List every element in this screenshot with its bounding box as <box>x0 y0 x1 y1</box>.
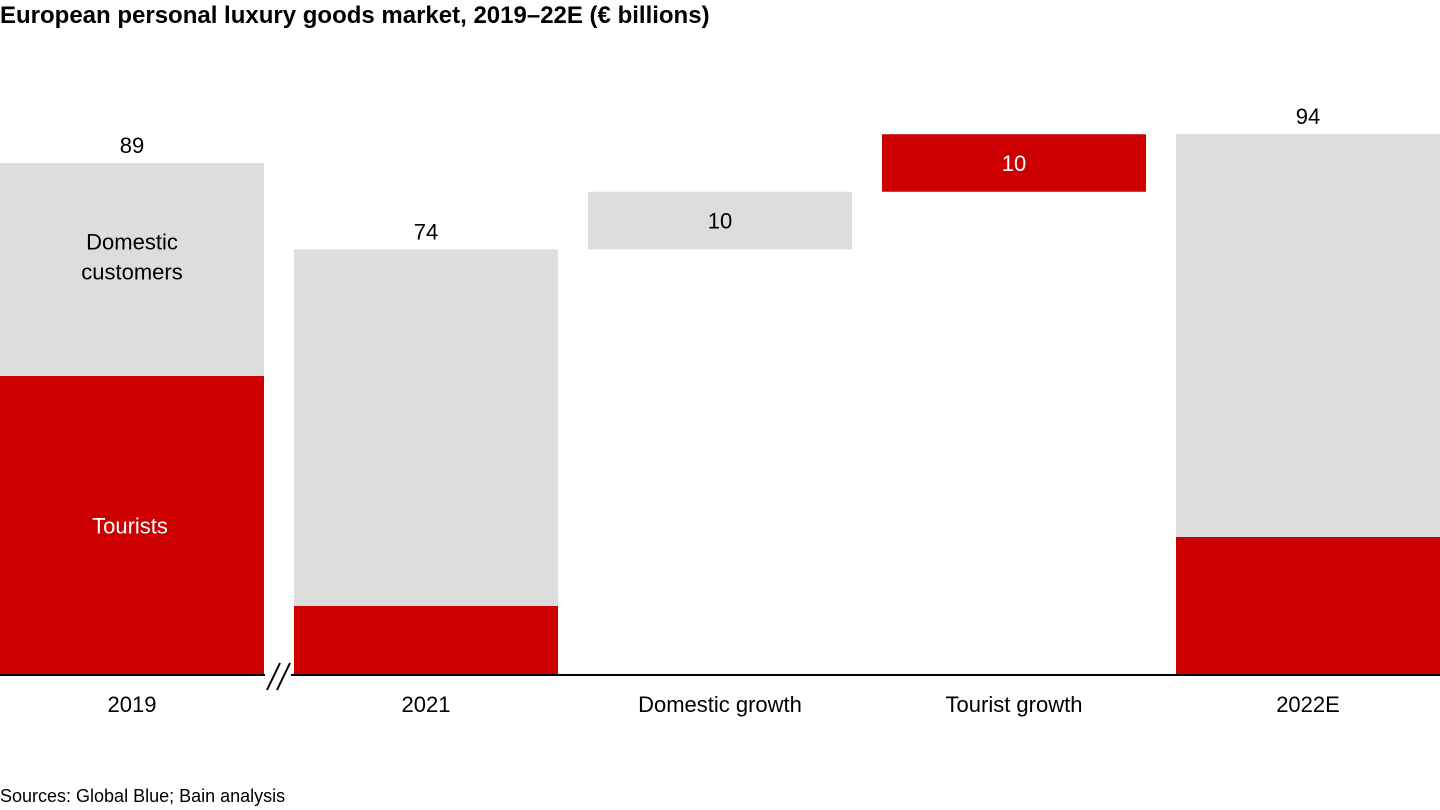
chart-title: European personal luxury goods market, 2… <box>0 2 710 29</box>
axis-break-gap <box>265 671 291 679</box>
x-tick-label: Domestic growth <box>638 692 802 717</box>
bar-delta-label: 10 <box>708 209 732 234</box>
segment-label-domestic-line2: customers <box>81 259 182 284</box>
bar-total-label: 94 <box>1296 104 1320 129</box>
bar-delta-label: 10 <box>1002 151 1026 176</box>
source-note: Sources: Global Blue; Bain analysis <box>0 786 286 806</box>
bar-segment-domestic <box>1176 134 1440 537</box>
x-tick-label: 2022E <box>1276 692 1340 717</box>
bar-segment-domestic <box>0 163 264 376</box>
bar-delta-tourists <box>882 134 1146 192</box>
x-tick-label: Tourist growth <box>946 692 1083 717</box>
bar-segment-domestic <box>294 249 558 606</box>
segment-label-tourists: Tourists <box>92 513 168 538</box>
bar-segment-tourists <box>1176 536 1440 675</box>
bar-segment-tourists <box>0 375 264 675</box>
waterfall-chart: 89 2019 74 2021 10 Domestic growth 10 Tourist g… <box>0 104 1440 717</box>
bar-delta-domestic <box>588 191 852 250</box>
x-tick-label: 2021 <box>402 692 451 717</box>
bar-total-label: 89 <box>120 133 144 158</box>
segment-label-domestic-line1: Domestic <box>86 229 178 254</box>
bar-total-label: 74 <box>414 219 438 244</box>
axis-break-mark <box>266 662 281 691</box>
x-tick-label: 2019 <box>108 692 157 717</box>
bar-segment-tourists <box>294 605 558 675</box>
axis-break-mark <box>276 662 291 691</box>
